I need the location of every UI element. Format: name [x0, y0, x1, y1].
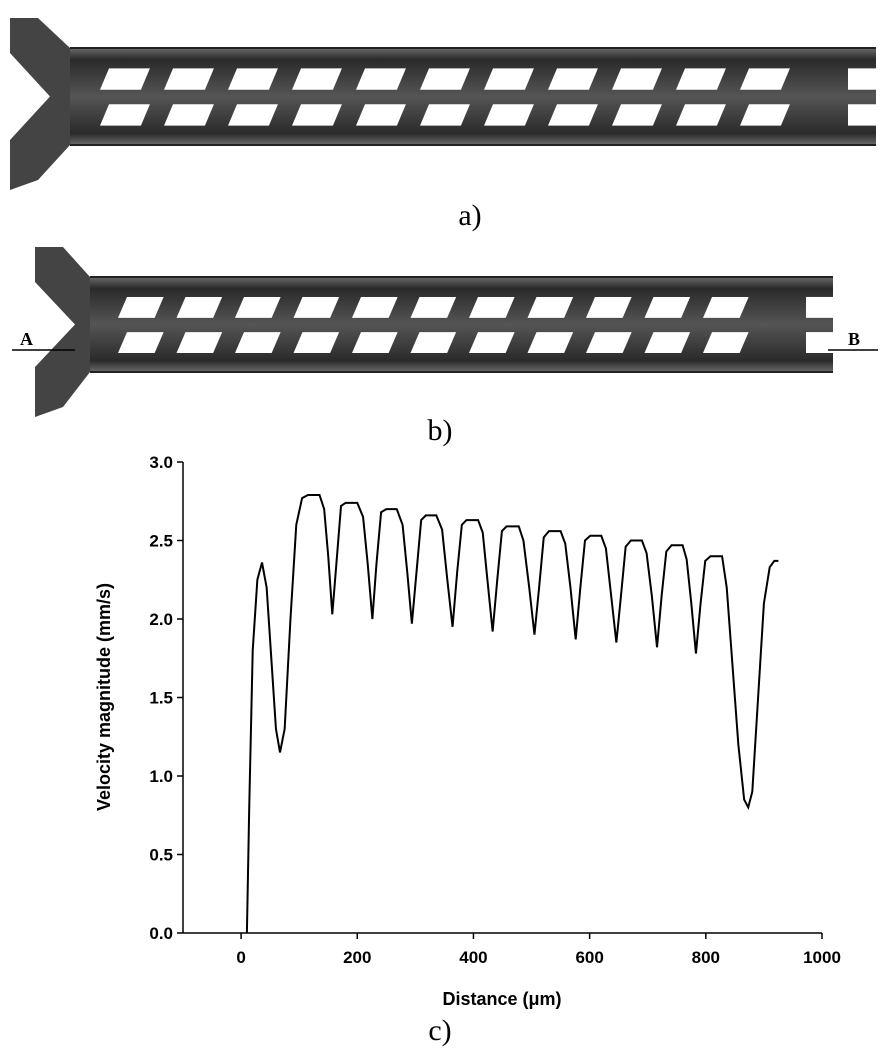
y-tick-label: 0.5 [149, 846, 173, 865]
obstacle [703, 332, 749, 353]
obstacle [356, 104, 406, 126]
point-label: A [20, 329, 33, 349]
simulation-images [10, 18, 878, 417]
obstacle [484, 104, 534, 126]
obstacle [164, 68, 214, 90]
obstacle [176, 332, 223, 353]
y-tick-label: 1.0 [149, 767, 173, 786]
inlet-gap [35, 282, 75, 367]
obstacle [676, 104, 726, 126]
obstacle [293, 296, 340, 318]
panel-label: b) [428, 414, 453, 447]
obstacle [586, 332, 632, 353]
obstacle [293, 332, 340, 353]
panel-label: c) [428, 1014, 451, 1047]
obstacle [235, 332, 281, 353]
y-tick-label: 2.0 [149, 610, 173, 629]
obstacle [176, 296, 223, 318]
outlet [806, 296, 833, 318]
obstacle [164, 104, 214, 126]
outlet [806, 332, 833, 353]
obstacle [100, 104, 150, 126]
obstacle [484, 68, 534, 90]
obstacle [410, 332, 457, 353]
x-axis-title: Distance (μm) [442, 989, 561, 1009]
data-line [245, 493, 779, 934]
obstacle [612, 68, 662, 90]
inlet-gap [10, 53, 50, 140]
obstacle [548, 104, 598, 126]
obstacle [352, 296, 398, 318]
obstacle [420, 68, 470, 90]
obstacle [356, 68, 406, 90]
channel [90, 277, 833, 372]
y-axis-title: Velocity magnitude (mm/s) [94, 583, 114, 811]
x-tick-label: 800 [692, 948, 720, 967]
y-tick-label: 3.0 [149, 453, 173, 472]
obstacle [548, 68, 598, 90]
obstacle [100, 68, 150, 90]
obstacle [352, 332, 398, 353]
obstacle [703, 296, 749, 318]
obstacle [228, 68, 278, 90]
x-tick-label: 400 [459, 948, 487, 967]
channel [70, 48, 876, 145]
obstacle [118, 296, 164, 318]
obstacle [292, 104, 342, 126]
obstacle [420, 104, 470, 126]
x-tick-label: 0 [236, 948, 245, 967]
panel-label: a) [458, 199, 481, 232]
obstacle [676, 68, 726, 90]
plot: 0.0 0.5 1.0 1.5 2.0 2.5 3.0 0 200 400 600 800 1000 [149, 453, 841, 967]
obstacle [469, 332, 515, 353]
point-label: B [848, 329, 860, 349]
obstacle [527, 332, 574, 353]
obstacle [292, 68, 342, 90]
y-tick-label: 0.0 [149, 924, 173, 943]
obstacle [228, 104, 278, 126]
x-tick-label: 200 [343, 948, 371, 967]
x-tick-label: 600 [575, 948, 603, 967]
y-tick-label: 1.5 [149, 689, 173, 708]
obstacle [235, 296, 281, 318]
obstacle [644, 296, 691, 318]
obstacle [644, 332, 691, 353]
obstacle [586, 296, 632, 318]
obstacle [469, 296, 515, 318]
obstacle [410, 296, 457, 318]
x-tick-label: 1000 [803, 948, 841, 967]
obstacle [118, 332, 164, 353]
obstacle [740, 104, 790, 126]
obstacle [740, 68, 790, 90]
y-tick-label: 2.5 [149, 532, 173, 551]
obstacle [527, 296, 574, 318]
outlet [848, 68, 876, 90]
outlet [848, 104, 876, 126]
obstacle [612, 104, 662, 126]
